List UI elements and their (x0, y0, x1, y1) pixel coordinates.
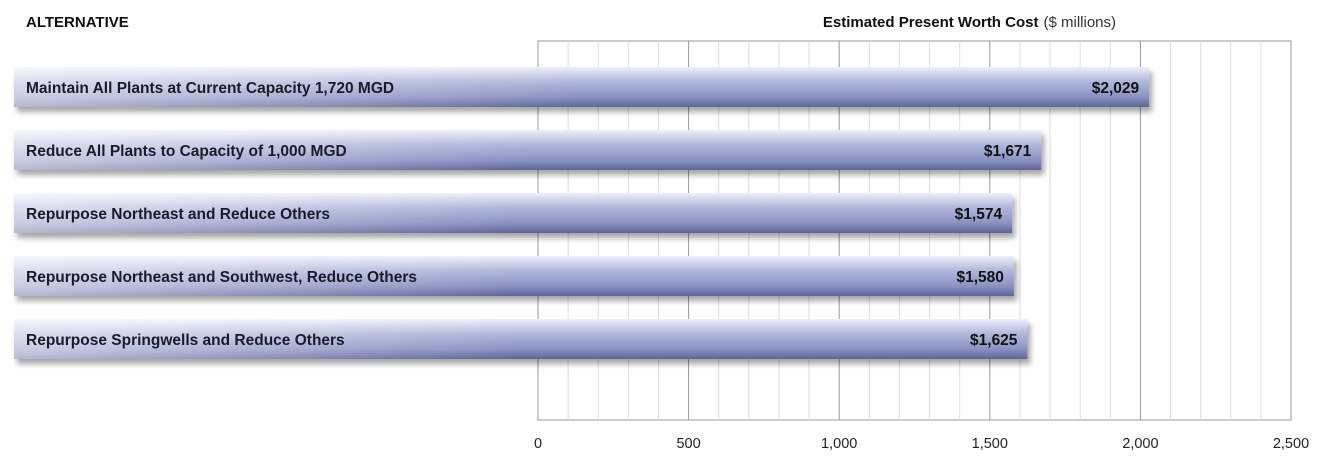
bar-highlight (14, 130, 528, 170)
x-tick-label: 1,500 (972, 436, 1008, 452)
bar-highlight (14, 193, 514, 233)
x-tick-label: 0 (534, 436, 542, 452)
bar-group: Reduce All Plants to Capacity of 1,000 M… (14, 130, 1042, 170)
bar-group: Repurpose Springwells and Reduce Others $… (14, 319, 1028, 359)
x-tick-label: 1,000 (821, 436, 857, 452)
bar-value-label: $1,671 (984, 143, 1032, 160)
bar-category-label: Repurpose Northeast and Reduce Others (26, 206, 330, 223)
x-axis-ticks: 0 500 1,000 1,500 2,000 2,500 (534, 436, 1309, 452)
bar-value-label: $2,029 (1092, 80, 1140, 97)
bar-group: Repurpose Northeast and Southwest, Reduc… (14, 256, 1014, 296)
x-tick-label: 2,500 (1273, 436, 1309, 452)
bar-category-label: Maintain All Plants at Current Capacity … (26, 80, 394, 97)
bar-category-label: Reduce All Plants to Capacity of 1,000 M… (26, 143, 347, 160)
bar-highlight (14, 67, 582, 107)
x-tick-label: 2,000 (1122, 436, 1158, 452)
bar-group: Repurpose Northeast and Reduce Others $1,… (14, 193, 1013, 233)
chart-title: Estimated Present Worth Cost ($ millions) (823, 14, 1116, 31)
chart-title-unit: ($ millions) (1043, 14, 1116, 31)
chart-title-main: Estimated Present Worth Cost (823, 14, 1039, 31)
bar-value-label: $1,580 (956, 269, 1003, 286)
bar-value-label: $1,574 (955, 206, 1003, 223)
category-header: ALTERNATIVE (26, 14, 129, 31)
bar-group: Maintain All Plants at Current Capacity … (14, 67, 1150, 107)
bar-highlight (14, 319, 521, 359)
bar-highlight (14, 256, 514, 296)
bar-category-label: Repurpose Northeast and Southwest, Reduc… (26, 269, 417, 286)
bars: Maintain All Plants at Current Capacity … (14, 67, 1150, 359)
bar-value-label: $1,625 (970, 332, 1018, 349)
bar-category-label: Repurpose Springwells and Reduce Others (26, 332, 345, 349)
x-tick-label: 500 (676, 436, 700, 452)
